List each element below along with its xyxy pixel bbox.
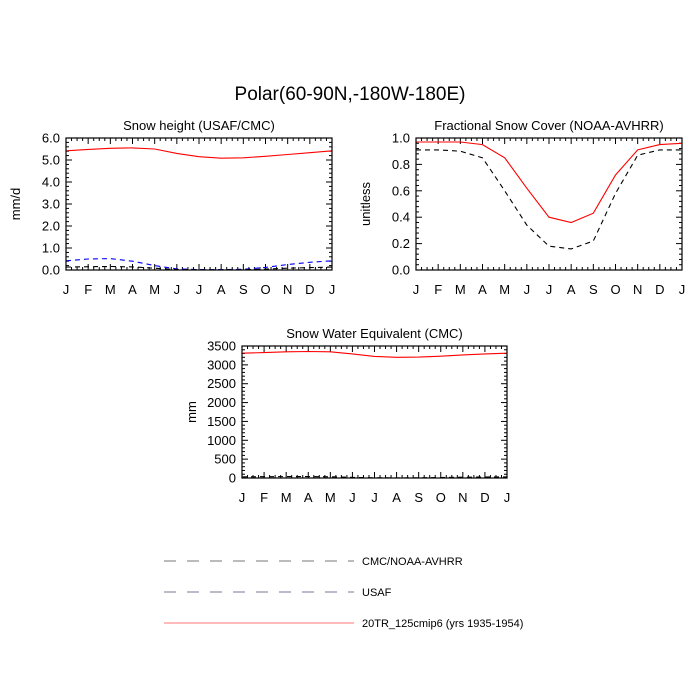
x-tick-label: N xyxy=(283,282,292,297)
x-tick-label: A xyxy=(567,282,576,297)
snow-cover-panel: Fractional Snow Cover (NOAA-AVHRR) unitle… xyxy=(358,118,685,297)
plot-frame xyxy=(65,137,333,271)
x-tick-label: D xyxy=(305,282,314,297)
x-tick-label: J xyxy=(371,490,378,505)
x-tick-label: J xyxy=(63,282,70,297)
y-axis-label: unitless xyxy=(358,181,373,226)
x-tick-label: A xyxy=(304,490,313,505)
x-tick-label: N xyxy=(458,490,467,505)
model-line xyxy=(416,141,683,224)
x-tick-label: F xyxy=(260,490,268,505)
y-tick-label: 1000 xyxy=(207,433,236,448)
x-tick-label: O xyxy=(436,490,446,505)
x-tick-label: J xyxy=(546,282,553,297)
x-tick-label: N xyxy=(633,282,642,297)
y-tick-label: 3000 xyxy=(207,357,236,372)
legend: CMC/NOAA-AVHRR USAF 20TR_125cmip6 (yrs 193… xyxy=(164,556,523,630)
x-tick-label: S xyxy=(589,282,598,297)
chart-title: Snow Water Equivalent (CMC) xyxy=(286,326,463,341)
y-tick-label: 0.2 xyxy=(392,236,410,251)
snow-height-panel: Snow height (USAF/CMC) mm/d 0.0 1.0 2.0 3.0 4.… xyxy=(8,118,335,297)
y-tick-label: 3.0 xyxy=(42,197,60,212)
legend-label: USAF xyxy=(362,587,392,599)
x-tick-label: M xyxy=(499,282,510,297)
x-tick-label: J xyxy=(329,282,336,297)
chart-title: Fractional Snow Cover (NOAA-AVHRR) xyxy=(434,118,663,133)
x-tick-label: J xyxy=(239,490,246,505)
y-tick-label: 0.8 xyxy=(392,157,410,172)
x-tick-label: J xyxy=(679,282,686,297)
y-tick-label: 2000 xyxy=(207,395,236,410)
x-tick-label: J xyxy=(196,282,203,297)
cmc-noaa-line xyxy=(241,476,508,479)
y-tick-label: 2500 xyxy=(207,376,236,391)
x-tick-label: O xyxy=(610,282,620,297)
x-tick-label: O xyxy=(260,282,270,297)
cmc-noaa-line xyxy=(416,149,682,250)
model-line xyxy=(241,350,508,358)
y-tick-label: 4.0 xyxy=(42,175,60,190)
legend-label: 20TR_125cmip6 (yrs 1935-1954) xyxy=(362,618,523,630)
y-tick-label: 0.0 xyxy=(392,263,410,278)
x-tick-label: S xyxy=(414,490,423,505)
y-tick-label: 3500 xyxy=(207,339,236,354)
chart-title: Snow height (USAF/CMC) xyxy=(123,118,275,133)
x-tick-label: F xyxy=(84,282,92,297)
x-tick-label: M xyxy=(105,282,116,297)
x-tick-label: J xyxy=(504,490,511,505)
y-tick-label: 1.0 xyxy=(392,131,410,146)
y-tick-label: 500 xyxy=(214,452,236,467)
x-tick-label: A xyxy=(128,282,137,297)
y-axis-label: mm xyxy=(184,401,199,423)
y-tick-label: 2.0 xyxy=(42,219,60,234)
legend-label: CMC/NOAA-AVHRR xyxy=(362,556,463,568)
x-tick-label: M xyxy=(281,490,292,505)
model-line xyxy=(65,147,333,159)
plot-frame xyxy=(241,345,508,479)
page-title: Polar(60-90N,-180W-180E) xyxy=(234,84,466,105)
x-tick-label: J xyxy=(524,282,531,297)
x-tick-label: D xyxy=(655,282,664,297)
y-tick-label: 5.0 xyxy=(42,153,60,168)
y-tick-label: 1500 xyxy=(207,414,236,429)
x-tick-label: J xyxy=(349,490,356,505)
x-tick-label: M xyxy=(455,282,466,297)
x-tick-label: J xyxy=(174,282,181,297)
x-tick-label: D xyxy=(480,490,489,505)
swe-panel: Snow Water Equivalent (CMC) mm 0 500 1000 150… xyxy=(184,326,510,505)
y-tick-label: 1.0 xyxy=(42,241,60,256)
x-tick-label: F xyxy=(434,282,442,297)
x-tick-label: A xyxy=(392,490,401,505)
x-tick-label: M xyxy=(325,490,336,505)
x-tick-label: S xyxy=(239,282,248,297)
y-tick-label: 0 xyxy=(229,471,236,486)
x-tick-label: M xyxy=(149,282,160,297)
x-tick-label: J xyxy=(413,282,420,297)
x-tick-label: A xyxy=(217,282,226,297)
y-tick-label: 0.4 xyxy=(392,210,410,225)
y-axis-label: mm/d xyxy=(8,188,23,221)
y-tick-label: 0.0 xyxy=(42,263,60,278)
y-tick-label: 6.0 xyxy=(42,131,60,146)
x-tick-label: A xyxy=(478,282,487,297)
plot-frame xyxy=(415,137,683,271)
y-tick-label: 0.6 xyxy=(392,183,410,198)
